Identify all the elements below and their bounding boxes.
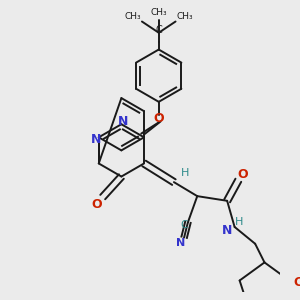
Text: CH₃: CH₃ [177, 12, 193, 21]
Text: N: N [118, 115, 128, 128]
Text: O: O [153, 112, 164, 125]
Text: O: O [92, 198, 102, 211]
Text: O: O [238, 168, 248, 181]
Text: H: H [235, 217, 244, 227]
Text: N: N [91, 133, 101, 146]
Text: N: N [176, 238, 185, 248]
Text: C: C [155, 25, 162, 35]
Text: C: C [181, 220, 188, 230]
Text: H: H [181, 168, 189, 178]
Text: CH₃: CH₃ [150, 8, 167, 17]
Text: O: O [293, 276, 300, 289]
Text: CH₃: CH₃ [124, 12, 141, 21]
Text: N: N [222, 224, 232, 237]
